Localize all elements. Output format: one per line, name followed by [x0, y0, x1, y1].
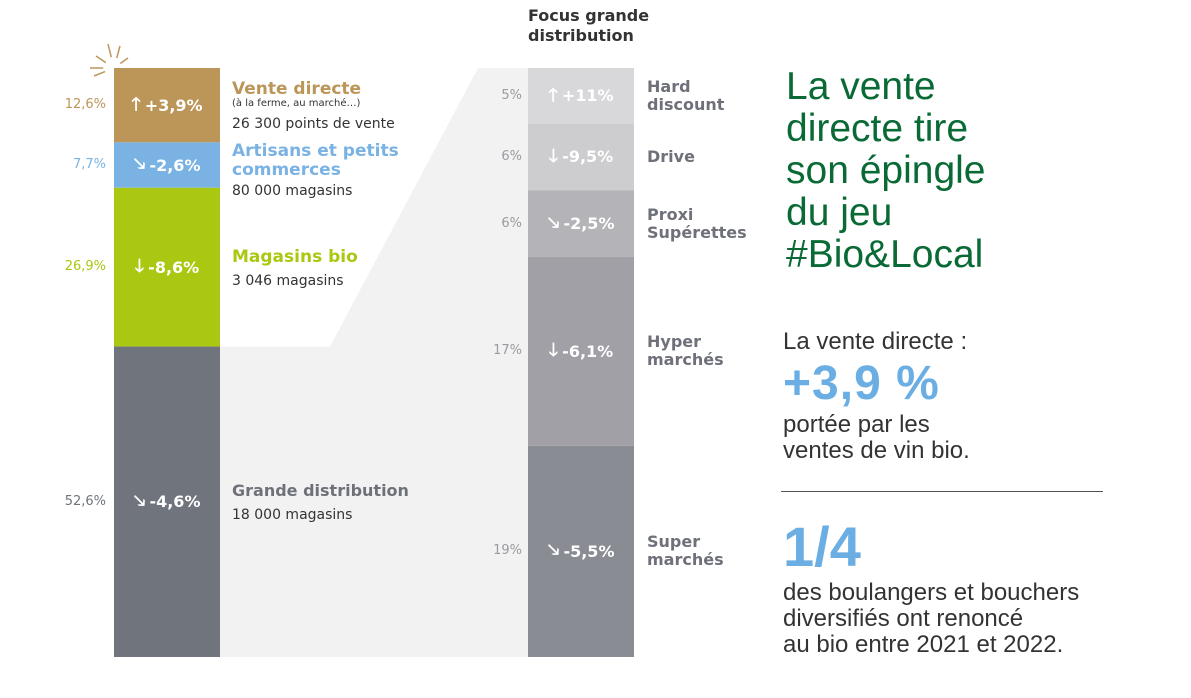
fraction-value: 1/4 — [783, 515, 861, 578]
bar-segment — [114, 68, 220, 143]
change-value: -4,6% — [149, 492, 201, 512]
category-description: 3 046 magasins — [232, 273, 344, 289]
change-label: 🡖 -2,5% — [528, 190, 634, 257]
change-value: -2,5% — [563, 214, 615, 234]
share-label: 5% — [501, 87, 522, 103]
share-label: 19% — [493, 543, 522, 559]
change-label: 🡖 -5,5% — [528, 446, 634, 657]
change-label: 🡖 -4,6% — [114, 347, 220, 657]
share-label: 26,9% — [64, 259, 106, 275]
fraction-description: des boulangers et bouchers diversifiés o… — [783, 579, 1080, 658]
change-value: -5,5% — [563, 541, 615, 561]
sparkle-ray — [107, 43, 113, 58]
stat-description: portée par les ventes de vin bio. — [783, 411, 970, 464]
bar-segment — [528, 68, 634, 124]
share-label: 6% — [501, 215, 522, 231]
segment-label: Super marchés — [647, 532, 724, 570]
segment-label: Hyper marchés — [647, 332, 724, 370]
sparkle-ray — [95, 55, 107, 64]
change-label: 🡓 -6,1% — [528, 257, 634, 446]
funnel-connector — [220, 68, 528, 657]
category-title: Artisans et petits commerces — [232, 141, 399, 180]
change-label: 🡓 -9,5% — [528, 124, 634, 191]
trend-arrow-icon: 🡖 — [547, 540, 560, 562]
sparkle-ray — [115, 45, 121, 59]
focus-title: Focus grande distribution — [528, 6, 650, 45]
share-label: 52,6% — [64, 493, 106, 509]
divider — [781, 491, 1103, 492]
change-value: +3,9% — [144, 95, 203, 115]
bar-segment — [528, 123, 634, 191]
share-label: 7,7% — [72, 157, 106, 173]
sparkle-ray — [119, 57, 129, 65]
trend-arrow-icon: 🡓 — [548, 340, 559, 362]
trend-arrow-icon: 🡑 — [548, 84, 558, 106]
category-title: Magasins bio — [232, 247, 358, 267]
headline: La vente directe tire son épingle du jeu… — [786, 65, 986, 276]
trend-arrow-icon: 🡓 — [134, 256, 145, 278]
bar-segment — [114, 187, 220, 347]
change-value: -6,1% — [562, 341, 614, 361]
segment-label: Drive — [647, 146, 695, 166]
change-label: 🡑 +3,9% — [114, 68, 220, 142]
sparkle-ray — [93, 70, 106, 77]
stat-value: +3,9 % — [783, 357, 940, 410]
trend-arrow-icon: 🡖 — [133, 154, 146, 176]
change-value: -9,5% — [562, 147, 614, 167]
trend-arrow-icon: 🡓 — [548, 145, 559, 167]
change-label: 🡑 +11% — [528, 68, 634, 124]
change-value: -8,6% — [148, 257, 200, 277]
trend-arrow-icon: 🡖 — [547, 212, 560, 234]
category-description: 26 300 points de vente — [232, 116, 395, 132]
share-label: 6% — [501, 148, 522, 164]
bar-segment — [114, 346, 220, 657]
bar-segment — [528, 256, 634, 446]
trend-arrow-icon: 🡖 — [133, 490, 146, 512]
segment-label: Proxi Supérettes — [647, 204, 747, 242]
bar-segment — [528, 190, 634, 257]
bar-segment — [528, 445, 634, 657]
stat-intro: La vente directe : — [783, 328, 968, 355]
change-label: 🡖 -2,6% — [114, 142, 220, 187]
category-description: 80 000 magasins — [232, 183, 353, 199]
segment-label: Hard discount — [647, 76, 725, 114]
change-value: +11% — [561, 86, 614, 106]
bar-segment — [114, 142, 220, 188]
category-title: Vente directe — [232, 79, 362, 99]
share-label: 12,6% — [64, 97, 106, 113]
category-subtitle: (à la ferme, au marché…) — [232, 98, 361, 109]
change-value: -2,6% — [149, 155, 201, 175]
category-title: Grande distribution — [232, 481, 409, 500]
category-description: 18 000 magasins — [232, 507, 353, 523]
share-label: 17% — [493, 343, 522, 359]
trend-arrow-icon: 🡑 — [131, 94, 141, 116]
change-label: 🡓 -8,6% — [114, 188, 220, 347]
